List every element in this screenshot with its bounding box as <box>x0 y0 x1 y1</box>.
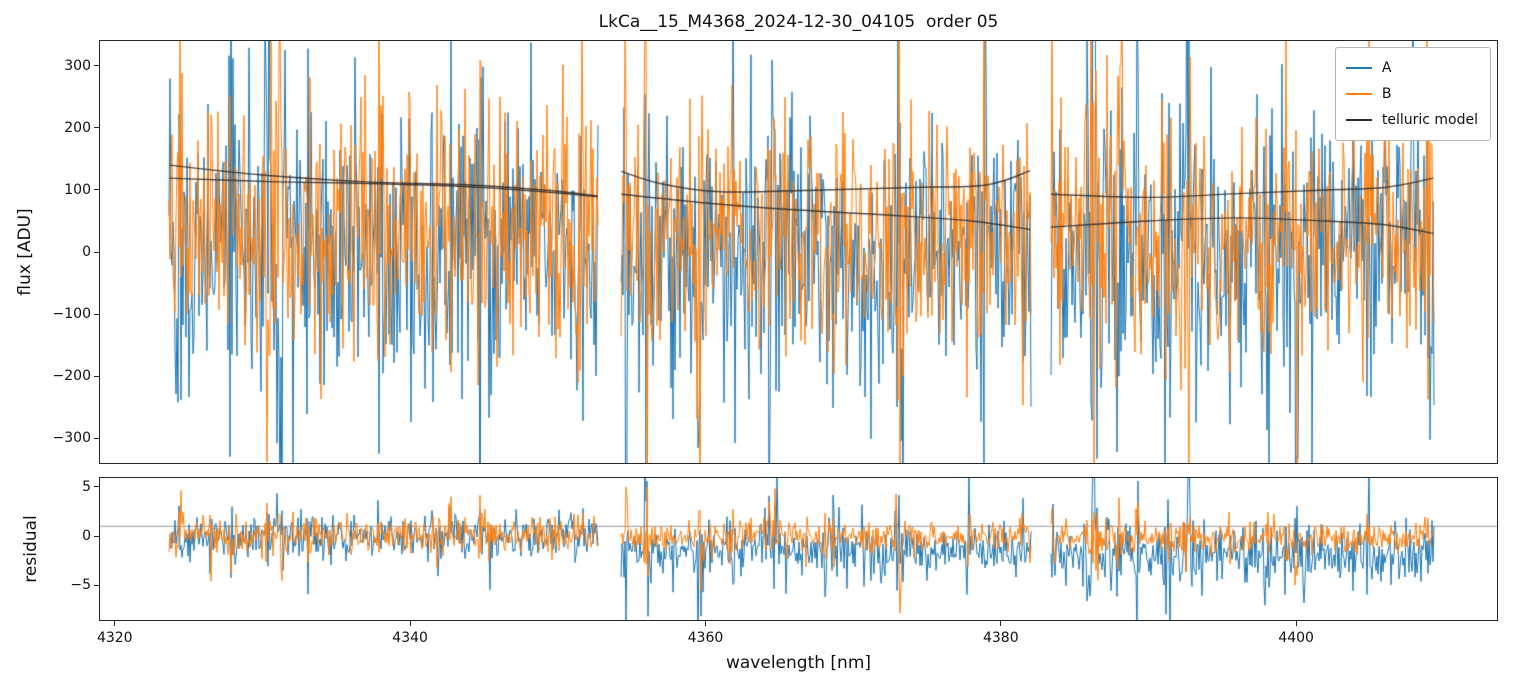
flux-axes: A B telluric model <box>99 40 1498 464</box>
legend-line-swatch-b <box>1345 93 1372 95</box>
flux-y-tick-label: −200 <box>52 368 91 385</box>
flux-y-tick-label: 0 <box>82 244 91 260</box>
x-tick-mark <box>1295 621 1297 626</box>
flux-y-tick-label: 200 <box>64 119 91 136</box>
x-tick-label: 4380 <box>982 630 1019 646</box>
residual-plot-canvas <box>100 478 1497 620</box>
flux-plot-canvas <box>100 41 1497 463</box>
legend: A B telluric model <box>1334 47 1491 141</box>
chart-title: LkCa__15_M4368_2024-12-30_04105 order 05 <box>598 12 999 32</box>
residual-axes <box>99 477 1498 621</box>
x-tick-label: 4360 <box>687 630 724 646</box>
x-tick-label: 4320 <box>96 630 133 646</box>
flux-y-tick-label: 300 <box>64 57 91 74</box>
x-tick-mark <box>704 621 706 626</box>
legend-label-telluric: telluric model <box>1381 112 1478 128</box>
x-tick-mark <box>1000 621 1002 626</box>
residual-y-tick-label: −5 <box>70 577 91 594</box>
legend-label-a: A <box>1381 60 1392 76</box>
flux-y-tick-label: −300 <box>52 430 91 447</box>
x-tick-label: 4400 <box>1278 630 1314 646</box>
x-axis-label: wavelength [nm] <box>725 653 872 673</box>
legend-item-telluric-model: telluric model <box>1345 107 1478 133</box>
residual-axis-label: residual <box>21 515 41 583</box>
residual-y-tick-label: 5 <box>82 478 91 495</box>
x-tick-label: 4340 <box>392 630 428 646</box>
x-tick-mark <box>409 621 411 626</box>
flux-y-tick-label: 100 <box>64 181 91 198</box>
flux-axis-label: flux [ADU] <box>15 208 35 296</box>
residual-y-tick-label: 0 <box>82 528 91 545</box>
legend-item-a: A <box>1345 55 1478 81</box>
legend-label-b: B <box>1381 86 1392 102</box>
legend-line-swatch-a <box>1345 67 1372 69</box>
legend-item-b: B <box>1345 81 1478 107</box>
x-tick-mark <box>114 621 116 626</box>
legend-line-swatch-telluric <box>1345 119 1372 121</box>
flux-y-tick-label: −100 <box>52 306 91 323</box>
